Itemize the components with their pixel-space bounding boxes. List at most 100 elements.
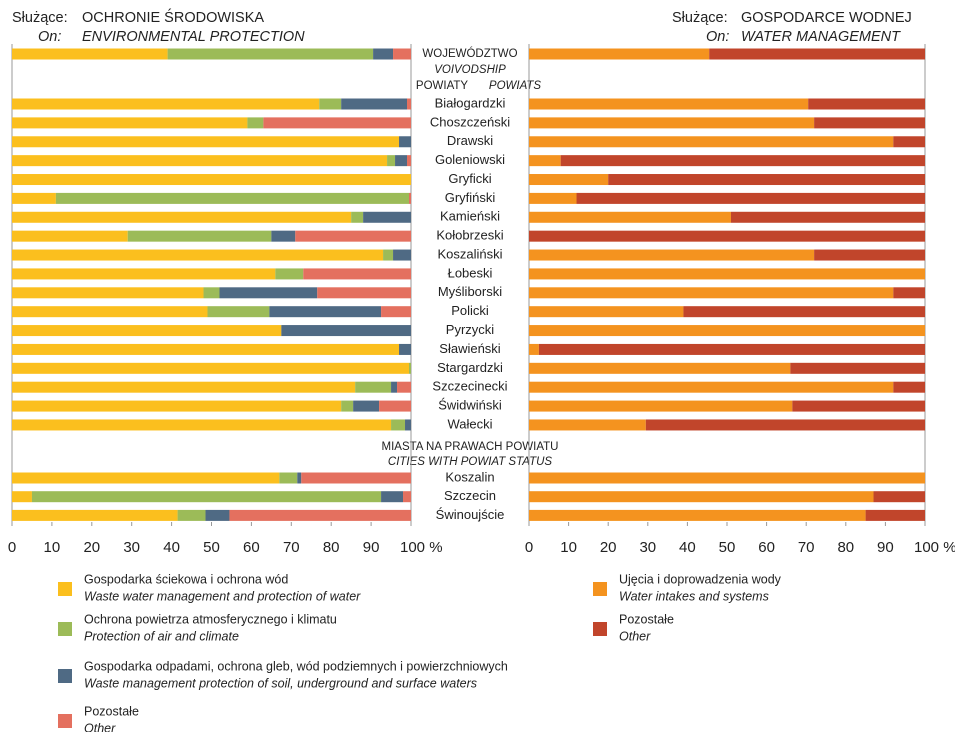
category-label: Policki: [451, 303, 489, 318]
bar-segment: [351, 211, 364, 223]
x-tick-label: 0: [525, 539, 533, 556]
panel-label: Służące:: [672, 10, 728, 26]
bar-segment: [12, 174, 411, 186]
bar-segment: [12, 98, 320, 110]
category-label: Stargardzki: [437, 360, 503, 375]
bar-segment: [12, 362, 410, 374]
bar-segment: [529, 136, 894, 148]
bar-segment: [391, 419, 406, 431]
bar-segment: [814, 249, 925, 261]
legend-swatch: [593, 622, 607, 636]
bar-segment: [529, 362, 791, 374]
legend-label: Gospodarka odpadami, ochrona gleb, wód p…: [84, 659, 508, 673]
bar-segment: [409, 192, 411, 204]
bar-segment: [814, 117, 925, 129]
x-tick-label: 100 %: [400, 539, 443, 556]
bar-segment: [297, 472, 302, 484]
bar-segment: [207, 306, 270, 318]
x-tick-label: 80: [837, 539, 854, 556]
panel-title: OCHRONIE ŚRODOWISKA: [82, 8, 264, 26]
section-label: POWIATS: [489, 80, 542, 92]
bar-segment: [12, 117, 248, 129]
bar-segment: [387, 155, 396, 167]
bar-segment: [167, 48, 374, 60]
legend-swatch: [593, 582, 607, 596]
bar-segment: [405, 419, 411, 431]
legend-swatch: [58, 669, 72, 683]
section-label: MIASTA NA PRAWACH POWIATU: [382, 441, 559, 453]
bar-segment: [529, 472, 925, 484]
legend-swatch: [58, 714, 72, 728]
bar-segment: [12, 343, 400, 355]
bar-segment: [12, 472, 280, 484]
x-tick-label: 20: [600, 539, 617, 556]
bar-segment: [379, 400, 411, 412]
bar-segment: [381, 306, 411, 318]
category-label: Szczecinecki: [432, 379, 507, 394]
bar-segment: [381, 491, 404, 503]
bar-segment: [399, 136, 411, 148]
bar-segment: [790, 362, 925, 374]
bar-segment: [529, 48, 710, 60]
x-tick-label: 60: [243, 539, 260, 556]
bar-segment: [373, 48, 394, 60]
bar-segment: [295, 230, 411, 242]
panel-subtitle: ENVIRONMENTAL PROTECTION: [82, 29, 305, 45]
bar-segment: [893, 287, 925, 299]
section-label: POWIATY: [416, 80, 469, 92]
bar-segment: [893, 381, 925, 393]
legend-label: Pozostałe: [84, 704, 139, 718]
bar-segment: [409, 362, 411, 374]
x-tick-label: 70: [798, 539, 815, 556]
x-tick-label: 70: [283, 539, 300, 556]
legend-label: Gospodarka ściekowa i ochrona wód: [84, 572, 288, 586]
x-tick-label: 90: [877, 539, 894, 556]
bar-segment: [12, 491, 32, 503]
x-tick-label: 40: [163, 539, 180, 556]
legend-label: Pozostałe: [619, 612, 674, 626]
bar-segment: [683, 306, 925, 318]
bar-segment: [395, 155, 408, 167]
category-label: Świnoujście: [436, 507, 505, 522]
x-tick-label: 100 %: [914, 539, 955, 556]
bar-segment: [529, 174, 609, 186]
category-label: Białogardzki: [435, 95, 506, 110]
bar-segment: [12, 419, 392, 431]
bar-segment: [576, 192, 925, 204]
legend-label: Ochrona powietrza atmosferycznego i klim…: [84, 612, 337, 626]
bar-segment: [279, 472, 298, 484]
bar-segment: [397, 381, 411, 393]
bar-segment: [393, 249, 411, 261]
category-label: Koszalin: [445, 469, 494, 484]
category-label: Pyrzycki: [446, 322, 495, 337]
x-tick-label: 30: [639, 539, 656, 556]
category-label: Goleniowski: [435, 152, 505, 167]
bar-segment: [645, 419, 925, 431]
bar-segment: [12, 306, 208, 318]
bar-segment: [893, 136, 925, 148]
legend-label: Other: [84, 721, 116, 732]
bar-segment: [127, 230, 272, 242]
bar-segment: [12, 211, 352, 223]
bar-segment: [529, 192, 577, 204]
category-label: Drawski: [447, 133, 493, 148]
x-tick-label: 50: [203, 539, 220, 556]
bar-segment: [403, 491, 411, 503]
category-label: Gryfiński: [445, 190, 496, 205]
bar-segment: [12, 192, 56, 204]
bar-segment: [12, 155, 388, 167]
bar-segment: [12, 230, 128, 242]
bar-segment: [303, 268, 411, 280]
x-tick-label: 60: [758, 539, 775, 556]
section-label: CITIES WITH POWIAT STATUS: [388, 456, 553, 468]
bar-segment: [393, 48, 411, 60]
bar-segment: [529, 249, 815, 261]
bar-segment: [12, 381, 356, 393]
bar-segment: [271, 230, 296, 242]
x-tick-label: 0: [8, 539, 16, 556]
category-label: Świdwiński: [438, 398, 502, 413]
category-label: Szczecin: [444, 488, 496, 503]
bar-segment: [341, 400, 354, 412]
category-label: WOJEWÓDZTWO: [422, 47, 517, 60]
bar-segment: [873, 491, 925, 503]
